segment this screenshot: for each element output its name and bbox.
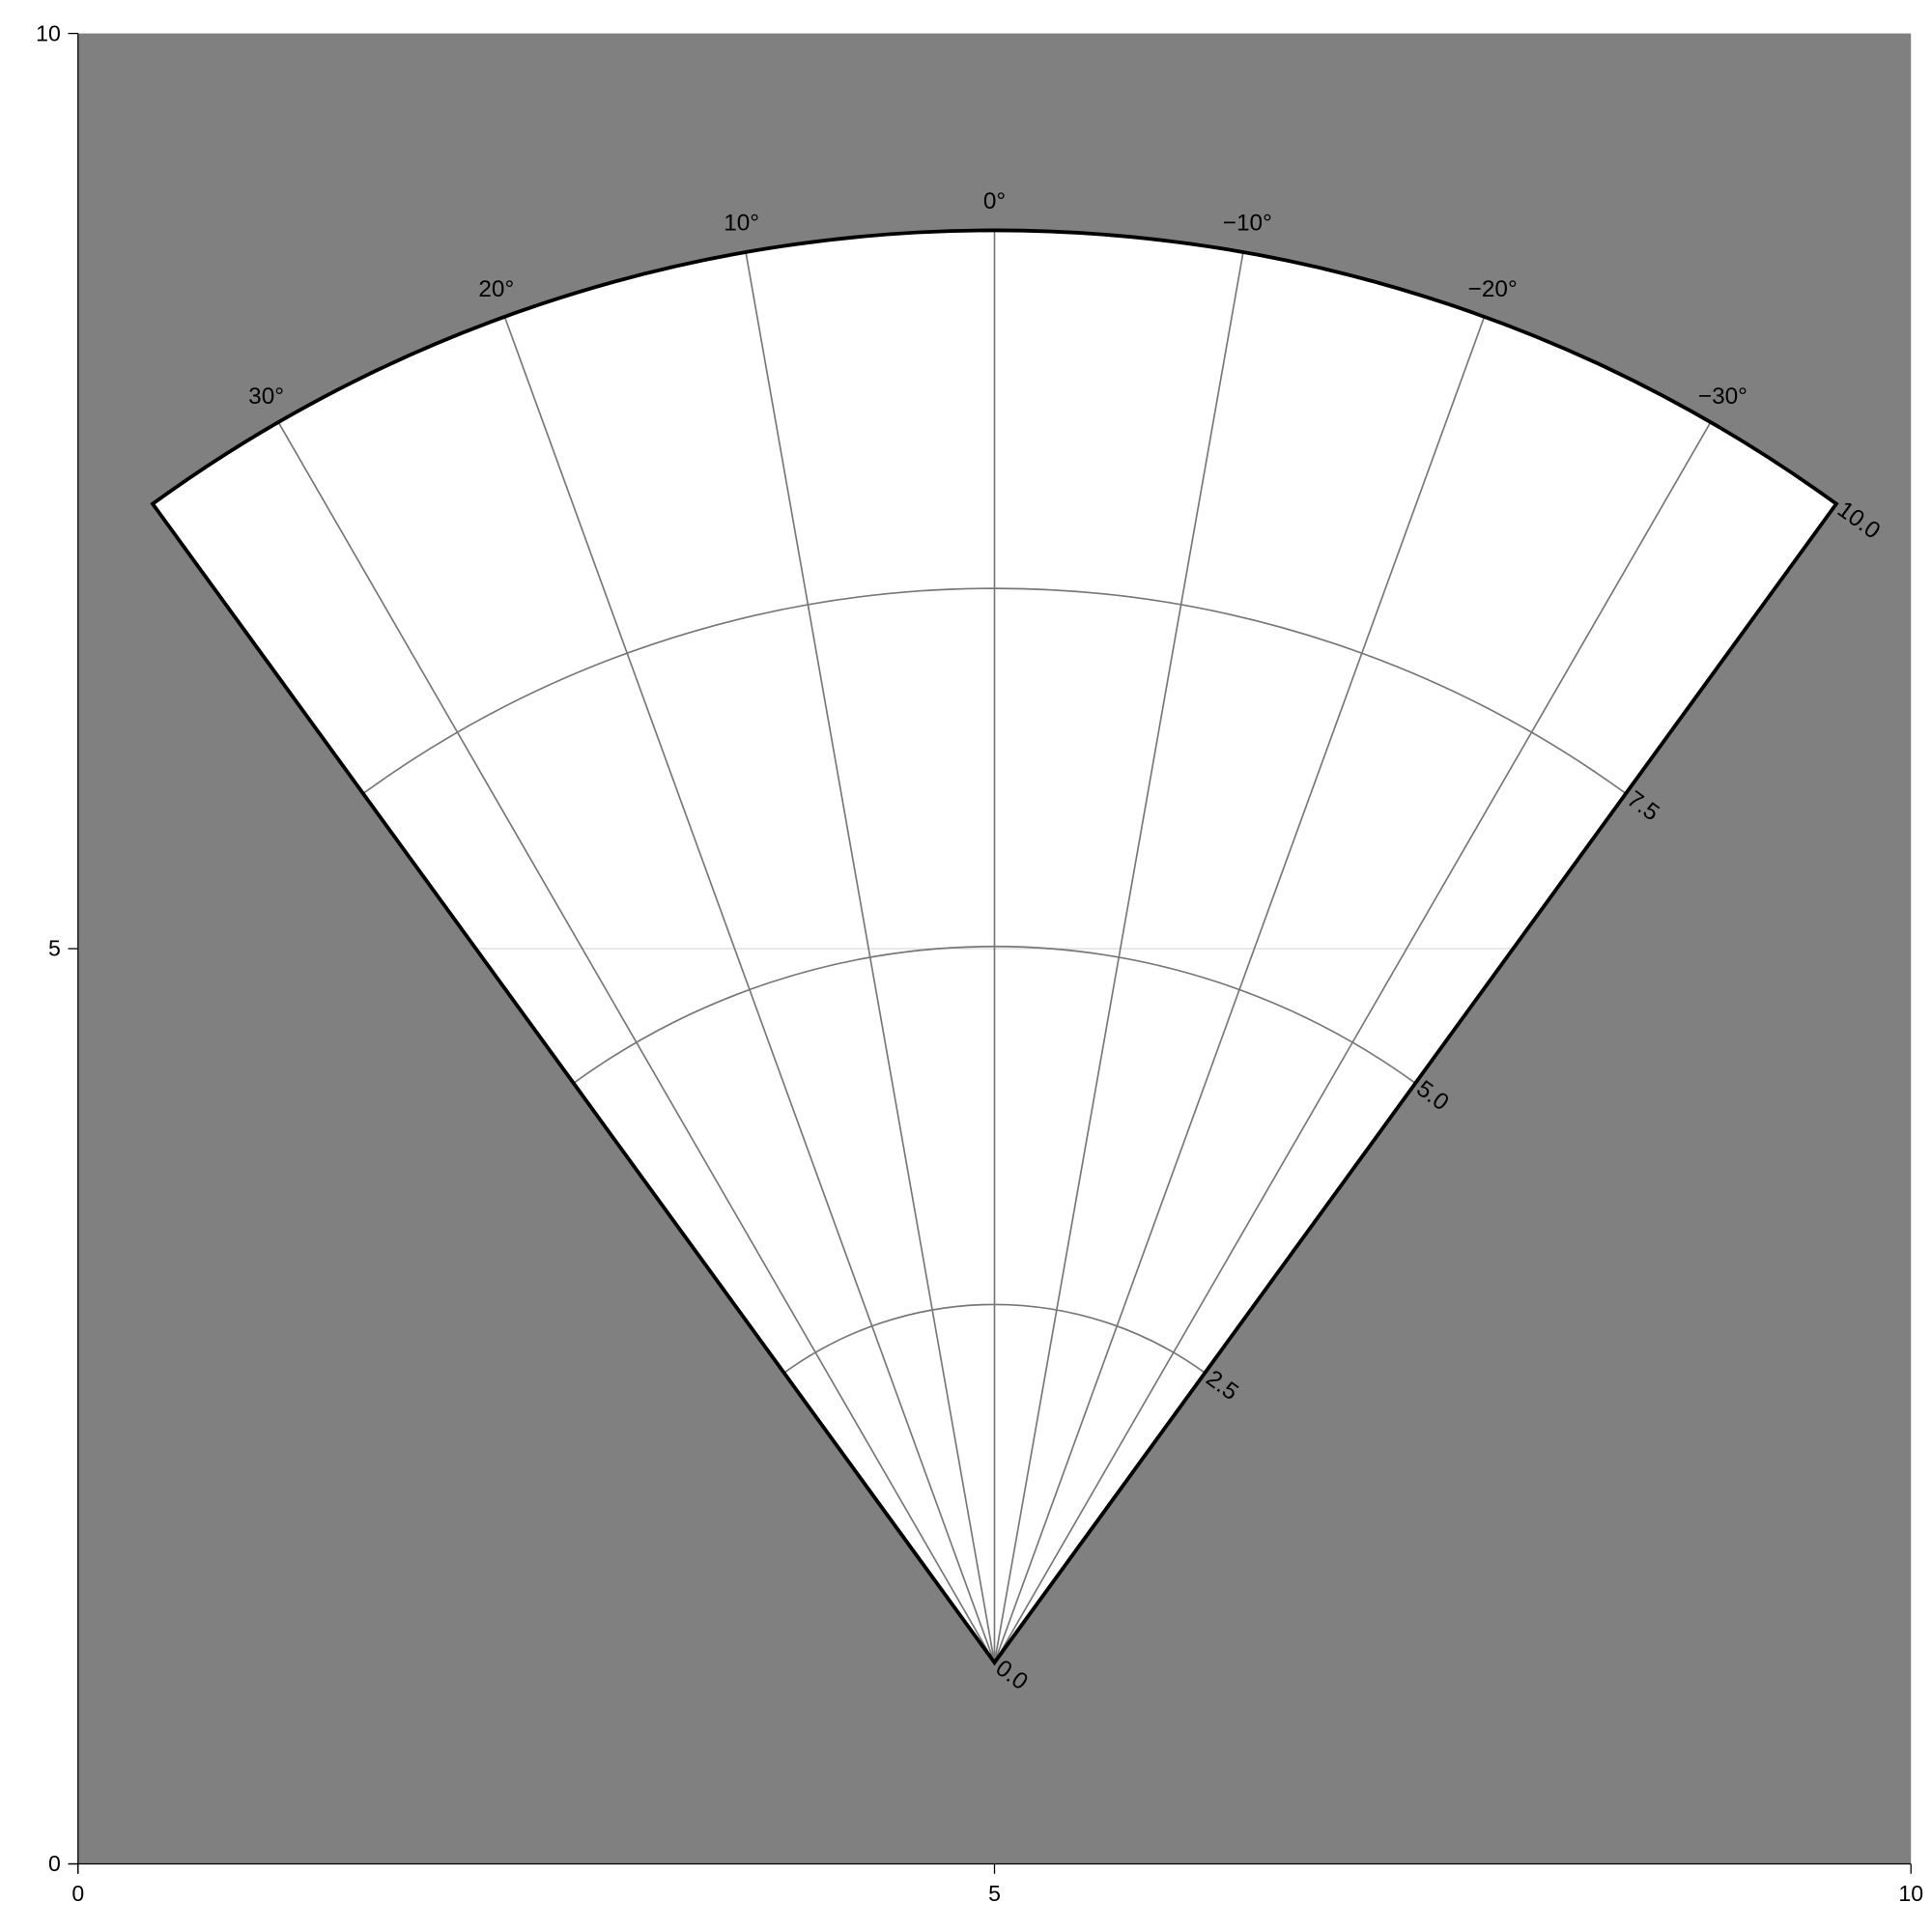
- theta-tick-label: 30°: [248, 384, 284, 410]
- theta-tick-label: 20°: [478, 276, 514, 302]
- x-tick-label: 10: [1898, 1881, 1923, 1906]
- theta-tick-label: 0°: [983, 188, 1006, 214]
- theta-grid-line: [993, 421, 1712, 1663]
- theta-grid-line: [503, 316, 996, 1663]
- theta-tick-label: −30°: [1698, 384, 1747, 410]
- theta-grid-line: [993, 316, 1486, 1663]
- theta-grid-line: [993, 251, 1244, 1663]
- theta-grid-line: [277, 421, 996, 1663]
- theta-tick-label: 10°: [724, 211, 759, 237]
- theta-grid-line: [745, 251, 996, 1663]
- theta-tick-label: −20°: [1468, 276, 1518, 302]
- y-tick-label: 5: [48, 936, 61, 961]
- theta-tick-label: −10°: [1223, 211, 1272, 237]
- y-tick-label: 0: [48, 1851, 61, 1876]
- x-tick-label: 5: [988, 1881, 1001, 1906]
- x-tick-label: 0: [71, 1881, 84, 1906]
- sector-outline: [150, 228, 1839, 1666]
- y-tick-label: 10: [36, 20, 61, 45]
